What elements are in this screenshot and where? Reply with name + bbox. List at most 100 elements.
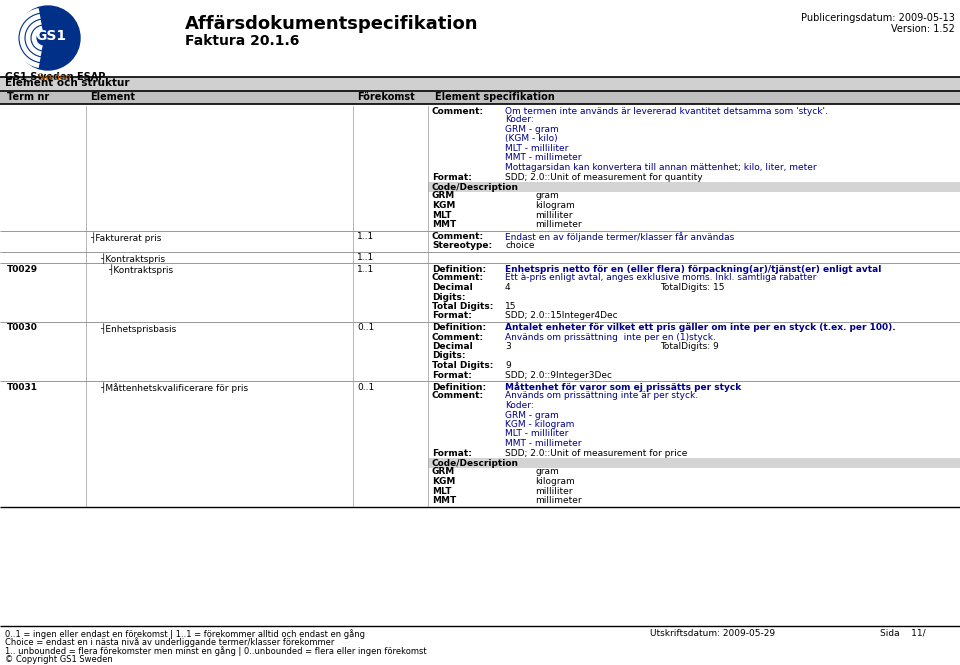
Bar bbox=[428, 458, 960, 467]
Text: 15: 15 bbox=[505, 302, 516, 311]
Text: Comment:: Comment: bbox=[432, 107, 484, 116]
Text: Om termen inte används är levererad kvantitet detsamma som 'styck'.: Om termen inte används är levererad kvan… bbox=[505, 107, 828, 116]
Text: Koder:: Koder: bbox=[505, 401, 534, 410]
Text: 1..1: 1..1 bbox=[357, 253, 374, 262]
Text: Sweden: Sweden bbox=[37, 73, 71, 82]
Text: MLT: MLT bbox=[432, 211, 451, 219]
Bar bbox=[428, 182, 960, 192]
Text: Mottagarsidan kan konvertera till annan mättenhet; kilo, liter, meter: Mottagarsidan kan konvertera till annan … bbox=[505, 163, 817, 172]
Text: KGM - kilogram: KGM - kilogram bbox=[505, 420, 574, 429]
Text: Definition:: Definition: bbox=[432, 323, 486, 332]
Text: Element: Element bbox=[90, 92, 135, 102]
Text: T0031: T0031 bbox=[7, 382, 38, 392]
Text: Endast en av följande termer/klasser får användas: Endast en av följande termer/klasser får… bbox=[505, 232, 734, 242]
Text: MLT - milliliter: MLT - milliliter bbox=[505, 144, 568, 153]
Text: kilogram: kilogram bbox=[535, 477, 575, 486]
Text: 9: 9 bbox=[505, 361, 511, 370]
Text: T0029: T0029 bbox=[7, 265, 38, 273]
Text: Choice = endast en i nästa nivå av underliggande termer/klasser förekommer: Choice = endast en i nästa nivå av under… bbox=[5, 638, 334, 647]
Text: T0030: T0030 bbox=[7, 323, 37, 332]
Text: 0..1 = ingen eller endast en förekomst | 1..1 = förekommer alltid och endast en : 0..1 = ingen eller endast en förekomst |… bbox=[5, 629, 365, 639]
Text: Element specifikation: Element specifikation bbox=[435, 92, 555, 102]
Text: Comment:: Comment: bbox=[432, 232, 484, 241]
Circle shape bbox=[16, 6, 80, 70]
Text: Digits:: Digits: bbox=[432, 293, 466, 301]
Text: SDD; 2.0::Unit of measurement for price: SDD; 2.0::Unit of measurement for price bbox=[505, 448, 687, 458]
Bar bbox=[0, 77, 960, 91]
Text: MLT - milliliter: MLT - milliliter bbox=[505, 430, 568, 438]
Text: MMT: MMT bbox=[432, 220, 456, 229]
Text: GRM - gram: GRM - gram bbox=[505, 125, 559, 134]
Text: 1..1: 1..1 bbox=[357, 232, 374, 241]
Text: Används om prissättning inte är per styck.: Används om prissättning inte är per styc… bbox=[505, 392, 698, 400]
Text: Affärsdokumentspecifikation: Affärsdokumentspecifikation bbox=[185, 15, 478, 33]
Text: Publiceringsdatum: 2009-05-13: Publiceringsdatum: 2009-05-13 bbox=[802, 13, 955, 23]
Text: 1.. unbounded = flera förekomster men minst en gång | 0..unbounded = flera eller: 1.. unbounded = flera förekomster men mi… bbox=[5, 646, 426, 656]
Text: Comment:: Comment: bbox=[432, 273, 484, 283]
Text: gram: gram bbox=[535, 192, 559, 201]
Text: MMT - millimeter: MMT - millimeter bbox=[505, 439, 582, 448]
Text: KGM: KGM bbox=[432, 477, 455, 486]
Text: Antalet enheter för vilket ett pris gäller om inte per en styck (t.ex. per 100).: Antalet enheter för vilket ett pris gäll… bbox=[505, 323, 896, 332]
Text: kilogram: kilogram bbox=[535, 201, 575, 210]
Text: Stereotype:: Stereotype: bbox=[432, 241, 492, 250]
Text: Comment:: Comment: bbox=[432, 332, 484, 342]
Text: ┤Fakturerat pris: ┤Fakturerat pris bbox=[90, 232, 161, 243]
Text: Måttenhet för varor som ej prissätts per styck: Måttenhet för varor som ej prissätts per… bbox=[505, 382, 741, 392]
Text: Enhetspris netto för en (eller flera) förpackning(ar)/tjänst(er) enligt avtal: Enhetspris netto för en (eller flera) fö… bbox=[505, 265, 881, 273]
Text: GRM: GRM bbox=[432, 467, 455, 477]
Text: GS1 Sweden ESAP: GS1 Sweden ESAP bbox=[5, 72, 106, 82]
Text: MMT - millimeter: MMT - millimeter bbox=[505, 154, 582, 162]
Text: Decimal: Decimal bbox=[432, 283, 472, 292]
Text: milliliter: milliliter bbox=[535, 487, 572, 495]
Text: MLT: MLT bbox=[432, 487, 451, 495]
Text: GRM: GRM bbox=[432, 192, 455, 201]
Text: Format:: Format: bbox=[432, 311, 472, 321]
Text: millimeter: millimeter bbox=[535, 220, 582, 229]
Text: Code/Description: Code/Description bbox=[432, 458, 519, 467]
Text: Sida    11/: Sida 11/ bbox=[880, 629, 925, 638]
Text: millimeter: millimeter bbox=[535, 496, 582, 505]
Text: (KGM - kilo): (KGM - kilo) bbox=[505, 134, 558, 144]
Text: 0..1: 0..1 bbox=[357, 323, 374, 332]
Text: gram: gram bbox=[535, 467, 559, 477]
Text: Code/Description: Code/Description bbox=[432, 182, 519, 192]
Text: TotalDigits: 9: TotalDigits: 9 bbox=[660, 342, 719, 351]
Text: Digits:: Digits: bbox=[432, 352, 466, 360]
Text: Koder:: Koder: bbox=[505, 116, 534, 124]
Text: Version: 1.52: Version: 1.52 bbox=[891, 24, 955, 34]
Text: ┤Kontraktspris: ┤Kontraktspris bbox=[100, 253, 165, 264]
Text: 0..1: 0..1 bbox=[357, 382, 374, 392]
Text: 3: 3 bbox=[505, 342, 511, 351]
Text: milliliter: milliliter bbox=[535, 211, 572, 219]
Text: Format:: Format: bbox=[432, 172, 472, 182]
Text: 1..1: 1..1 bbox=[357, 265, 374, 273]
Text: Format:: Format: bbox=[432, 370, 472, 380]
Text: ┤Kontraktspris: ┤Kontraktspris bbox=[108, 265, 173, 275]
Text: Total Digits:: Total Digits: bbox=[432, 361, 493, 370]
Text: Decimal: Decimal bbox=[432, 342, 472, 351]
Text: Ett à-pris enligt avtal, anges exklusive moms. Inkl. samtliga rabatter: Ett à-pris enligt avtal, anges exklusive… bbox=[505, 273, 816, 283]
Text: TotalDigits: 15: TotalDigits: 15 bbox=[660, 283, 725, 292]
Text: SDD; 2.0::9Integer3Dec: SDD; 2.0::9Integer3Dec bbox=[505, 370, 612, 380]
Text: GS1: GS1 bbox=[36, 29, 66, 43]
Text: Term nr: Term nr bbox=[7, 92, 49, 102]
Text: Definition:: Definition: bbox=[432, 265, 486, 273]
Text: SDD; 2.0::15Integer4Dec: SDD; 2.0::15Integer4Dec bbox=[505, 311, 617, 321]
Text: ┤Måttenhetskvalificerare för pris: ┤Måttenhetskvalificerare för pris bbox=[100, 382, 248, 393]
Text: ┤Enhetsprisbasis: ┤Enhetsprisbasis bbox=[100, 323, 177, 334]
Text: SDD; 2.0::Unit of measurement for quantity: SDD; 2.0::Unit of measurement for quanti… bbox=[505, 172, 703, 182]
Text: © Copyright GS1 Sweden: © Copyright GS1 Sweden bbox=[5, 654, 112, 664]
Text: Faktura 20.1.6: Faktura 20.1.6 bbox=[185, 34, 300, 48]
Text: 4: 4 bbox=[505, 283, 511, 292]
Text: choice: choice bbox=[505, 241, 535, 250]
Bar bbox=[0, 91, 960, 104]
Text: Format:: Format: bbox=[432, 448, 472, 458]
Text: Total Digits:: Total Digits: bbox=[432, 302, 493, 311]
Text: KGM: KGM bbox=[432, 201, 455, 210]
Text: Definition:: Definition: bbox=[432, 382, 486, 392]
Text: Comment:: Comment: bbox=[432, 392, 484, 400]
Text: Utskriftsdatum: 2009-05-29: Utskriftsdatum: 2009-05-29 bbox=[650, 629, 775, 638]
Text: Element och struktur: Element och struktur bbox=[5, 78, 130, 88]
Text: Förekomst: Förekomst bbox=[357, 92, 415, 102]
